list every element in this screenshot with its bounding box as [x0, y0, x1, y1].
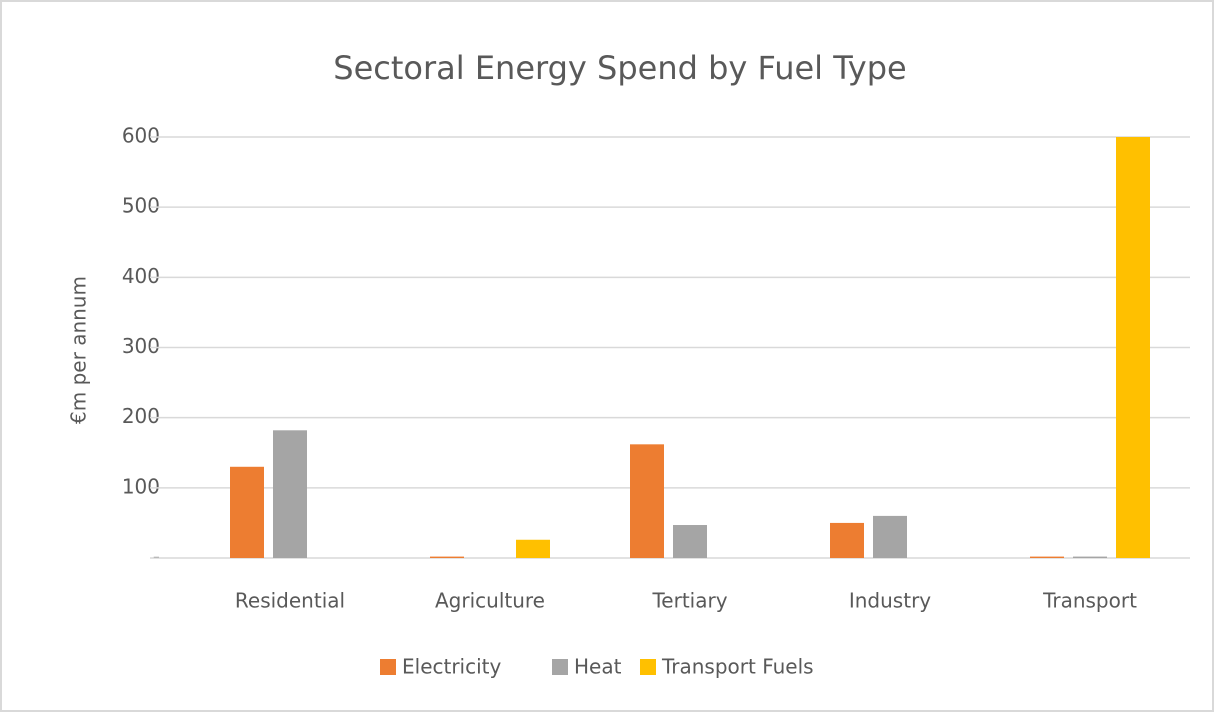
legend-label: Electricity [402, 655, 502, 679]
legend-swatch [640, 659, 656, 675]
x-tick-label: Residential [235, 589, 345, 613]
bar [273, 430, 307, 558]
x-tick-label: Industry [849, 589, 931, 613]
y-tick-label: 300 [122, 334, 160, 358]
bar [873, 515, 907, 558]
y-tick-label: 600 [122, 124, 160, 148]
x-tick-label: Transport [1042, 589, 1137, 613]
chart-title: Sectoral Energy Spend by Fuel Type [333, 49, 906, 87]
y-tick-label: 500 [122, 194, 160, 218]
y-axis-label: €m per annum [67, 276, 91, 424]
x-tick-label: Tertiary [651, 589, 727, 613]
bar [230, 466, 264, 558]
y-tick-label: - [153, 545, 160, 569]
legend-swatch [552, 659, 568, 675]
legend-swatch [380, 659, 396, 675]
bar [1073, 556, 1107, 558]
bar [1030, 556, 1064, 558]
bar [630, 444, 664, 558]
y-tick-label: 200 [122, 404, 160, 428]
bar [830, 522, 864, 558]
bar [1116, 137, 1150, 558]
bar [673, 525, 707, 558]
x-tick-label: Agriculture [435, 589, 545, 613]
bar [516, 539, 550, 558]
y-tick-label: 100 [122, 474, 160, 498]
bar [430, 556, 464, 558]
y-tick-label: 400 [122, 264, 160, 288]
legend-label: Transport Fuels [661, 655, 814, 679]
legend-label: Heat [574, 655, 622, 679]
